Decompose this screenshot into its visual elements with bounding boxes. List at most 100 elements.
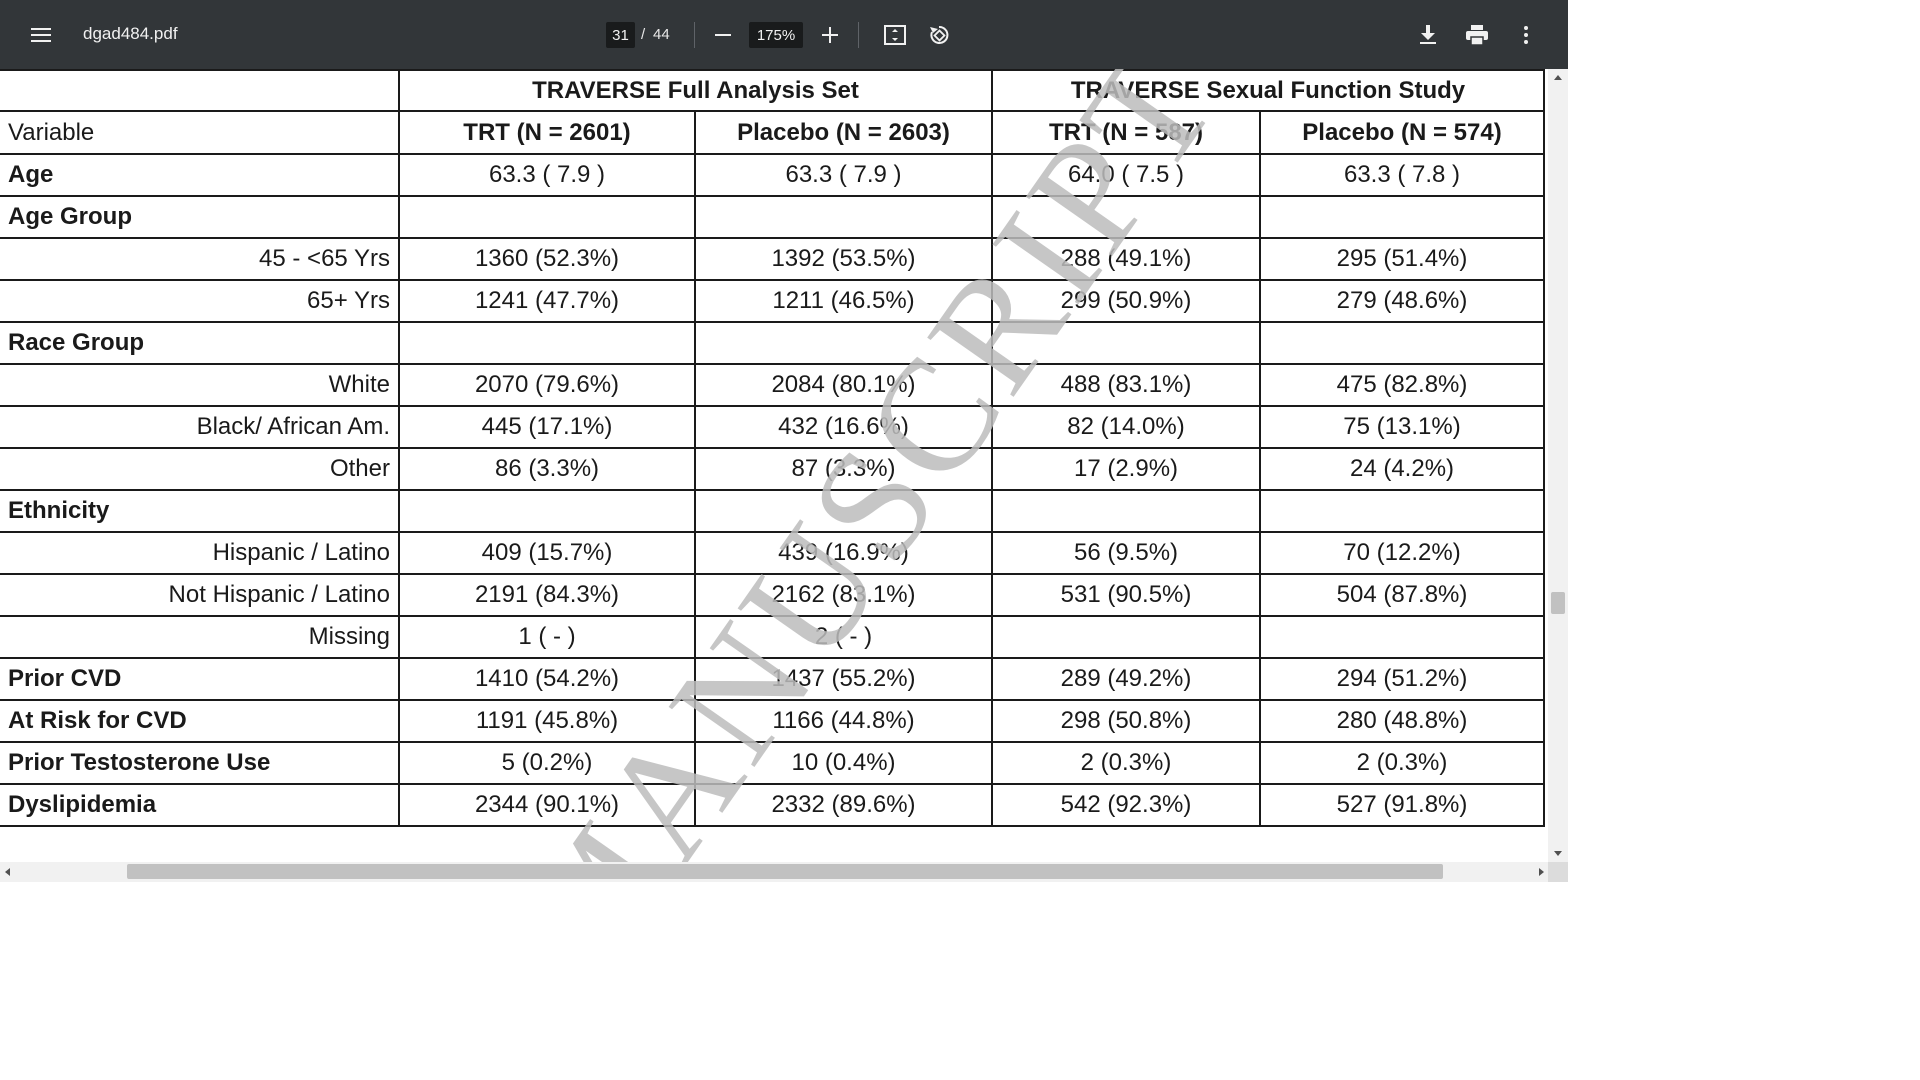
row-label: White [0,363,400,407]
table-cell: 63.3 ( 7.9 ) [398,153,696,197]
table-cell [694,195,993,239]
table-cell [398,321,696,365]
table-cell [694,321,993,365]
table-cell: 531 (90.5%) [991,573,1261,617]
row-label: Hispanic / Latino [0,531,400,575]
table-cell [1259,489,1545,533]
page-total: 44 [653,26,670,43]
table-row: Race Group [0,321,1545,365]
table-cell [398,489,696,533]
table-row: 65+ Yrs 1241 (47.7%) 1211 (46.5%) 299 (50.9… [0,279,1545,323]
table-cell: 63.3 ( 7.8 ) [1259,153,1545,197]
table-cell: 1191 (45.8%) [398,699,696,743]
table-cell: 445 (17.1%) [398,405,696,449]
scroll-up-arrow-icon[interactable] [1552,72,1564,82]
row-label: 65+ Yrs [0,279,400,323]
table-cell: 63.3 ( 7.9 ) [694,153,993,197]
group-header-sexual-function: TRAVERSE Sexual Function Study [991,69,1545,112]
table-cell: 1 ( - ) [398,615,696,659]
horizontal-scroll-thumb[interactable] [127,864,1443,879]
more-options-icon[interactable] [1511,20,1541,50]
scroll-down-arrow-icon[interactable] [1552,848,1564,858]
table-cell: 1360 (52.3%) [398,237,696,281]
table-cell: 527 (91.8%) [1259,783,1545,827]
table-cell: 439 (16.9%) [694,531,993,575]
table-cell: 1437 (55.2%) [694,657,993,701]
column-header-placebo-fas: Placebo (N = 2603) [694,110,993,155]
table-row: Black/ African Am. 445 (17.1%) 432 (16.6%)… [0,405,1545,449]
row-label: Black/ African Am. [0,405,400,449]
table-cell: 75 (13.1%) [1259,405,1545,449]
table-cell: 504 (87.8%) [1259,573,1545,617]
table-cell [1259,195,1545,239]
table-cell: 2070 (79.6%) [398,363,696,407]
row-label: Prior Testosterone Use [0,741,400,785]
row-label: Race Group [0,321,400,365]
table-cell: 1166 (44.8%) [694,699,993,743]
column-header-placebo-sfs: Placebo (N = 574) [1259,110,1545,155]
document-title: dgad484.pdf [83,24,178,43]
print-icon[interactable] [1462,20,1492,50]
zoom-out-icon[interactable] [708,20,738,50]
table-cell [694,489,993,533]
zoom-in-icon[interactable] [815,20,845,50]
table-cell: 295 (51.4%) [1259,237,1545,281]
pdf-toolbar: dgad484.pdf 31 / 44 175% [0,0,1568,69]
table-row: Prior CVD 1410 (54.2%) 1437 (55.2%) 289 (49… [0,657,1545,701]
table-cell [991,321,1261,365]
table-cell: 2 ( - ) [694,615,993,659]
table-row: White 2070 (79.6%) 2084 (80.1%) 488 (83.1%)… [0,363,1545,407]
table-row: Hispanic / Latino 409 (15.7%) 439 (16.9%) 5… [0,531,1545,575]
fit-to-page-icon[interactable] [880,20,910,50]
row-label: Prior CVD [0,657,400,701]
scroll-right-arrow-icon[interactable] [1536,866,1546,878]
table-cell: 542 (92.3%) [991,783,1261,827]
zoom-level-input[interactable]: 175% [749,22,803,48]
row-label: Ethnicity [0,489,400,533]
scroll-left-arrow-icon[interactable] [2,866,12,878]
download-icon[interactable] [1413,20,1443,50]
table-cell: 2 (0.3%) [991,741,1261,785]
table-cell: 2084 (80.1%) [694,363,993,407]
toolbar-divider [694,22,695,48]
table-cell: 10 (0.4%) [694,741,993,785]
group-header-full-analysis: TRAVERSE Full Analysis Set [398,69,993,112]
column-header-trt-sfs: TRT (N = 587) [991,110,1261,155]
pdf-page-viewport[interactable]: TRAVERSE Full Analysis Set TRAVERSE Sexu… [0,69,1548,862]
table-row: Not Hispanic / Latino 2191 (84.3%) 2162 (8… [0,573,1545,617]
table-row: Age Group [0,195,1545,239]
vertical-scroll-thumb[interactable] [1551,592,1565,614]
table-row: Ethnicity [0,489,1545,533]
table-cell: 56 (9.5%) [991,531,1261,575]
table-cell: 279 (48.6%) [1259,279,1545,323]
table-cell: 64.0 ( 7.5 ) [991,153,1261,197]
table-cell: 488 (83.1%) [991,363,1261,407]
table-row: 45 - <65 Yrs 1360 (52.3%) 1392 (53.5%) 288 … [0,237,1545,281]
page-number-input[interactable]: 31 [606,22,635,48]
table-row: Dyslipidemia 2344 (90.1%) 2332 (89.6%) 542 … [0,783,1545,827]
row-label: Missing [0,615,400,659]
table-cell: 87 (3.3%) [694,447,993,491]
row-label: Dyslipidemia [0,783,400,827]
vertical-scrollbar[interactable] [1548,69,1568,862]
row-label: Age Group [0,195,400,239]
table-cell: 280 (48.8%) [1259,699,1545,743]
scrollbar-corner [1548,862,1568,882]
page-separator: / [641,26,646,43]
table-cell [991,489,1261,533]
table-cell [1259,321,1545,365]
table-cell: 24 (4.2%) [1259,447,1545,491]
hamburger-menu-icon[interactable] [26,20,56,50]
table-cell: 2162 (83.1%) [694,573,993,617]
group-header-row: TRAVERSE Full Analysis Set TRAVERSE Sexu… [0,69,1545,112]
blank-header-cell [0,69,400,112]
table-cell: 86 (3.3%) [398,447,696,491]
rotate-icon[interactable] [924,20,954,50]
table-cell: 1392 (53.5%) [694,237,993,281]
table-cell: 2344 (90.1%) [398,783,696,827]
column-header-trt-fas: TRT (N = 2601) [398,110,696,155]
table-row: Missing 1 ( - ) 2 ( - ) [0,615,1545,659]
row-label: At Risk for CVD [0,699,400,743]
table-cell [1259,615,1545,659]
table-cell: 5 (0.2%) [398,741,696,785]
